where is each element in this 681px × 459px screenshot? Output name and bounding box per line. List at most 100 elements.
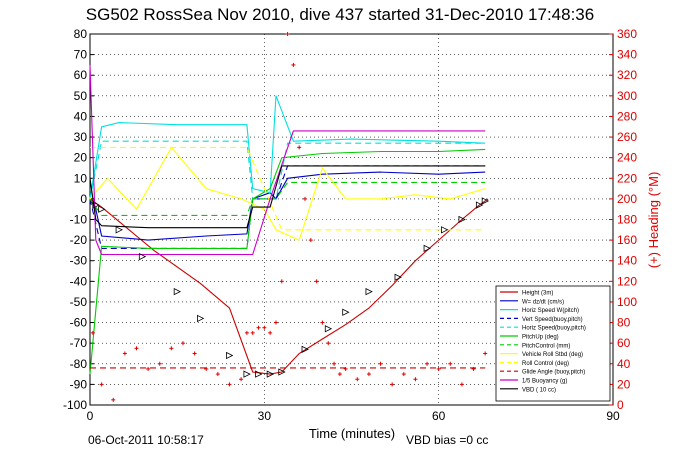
triangle-marker	[243, 370, 251, 378]
heading-point	[111, 397, 116, 402]
heading-point	[279, 279, 284, 284]
heading-point	[366, 372, 371, 377]
series-line-0	[89, 198, 489, 375]
heading-point	[483, 351, 488, 356]
triangle-marker	[92, 201, 100, 209]
left-tick-label: 50	[74, 89, 88, 103]
left-tick-label: 0	[80, 192, 87, 206]
legend-label: PitchUp (deg)	[522, 335, 559, 341]
triangle-marker	[226, 351, 234, 360]
series-line-6	[89, 181, 486, 216]
right-tick-label: 300	[617, 89, 637, 103]
heading-point	[273, 320, 278, 325]
heading-point	[337, 372, 342, 377]
right-axis-label: (+) Heading (°M)	[646, 172, 661, 269]
heading-point	[204, 366, 209, 371]
series-line-11	[89, 165, 486, 229]
legend-label: Roll Control (deg)	[522, 361, 569, 367]
heading-point	[401, 372, 406, 377]
right-tick-label: 120	[617, 274, 637, 288]
legend-label: W= dz/dt (cm/s)	[522, 299, 564, 305]
legend-label: Height (3m)	[522, 291, 553, 297]
right-tick-label: 140	[617, 254, 637, 268]
right-axis-ticks: 0 20 40 60 80 100 120 140 160 180 200 220 240 260 280 3…	[609, 27, 637, 412]
heading-point	[291, 62, 296, 67]
heading-point	[413, 377, 418, 382]
right-tick-label: 280	[617, 109, 637, 123]
right-tick-label: 40	[617, 357, 631, 371]
right-tick-label: 180	[617, 213, 637, 227]
footer-vbd-bias: VBD bias =0 cc	[406, 433, 488, 447]
left-tick-label: -10	[70, 213, 88, 227]
heading-point	[227, 382, 232, 387]
triangle-marker	[98, 205, 106, 213]
heading-point	[99, 382, 104, 387]
heading-point	[134, 346, 139, 351]
legend-label: Vert Speed(buoy,pitch)	[522, 317, 583, 323]
heading-point	[146, 366, 151, 371]
heading-point	[297, 145, 302, 150]
heading-point	[314, 279, 319, 284]
heading-point	[244, 330, 249, 335]
triangle-marker	[255, 370, 263, 378]
chart-title: SG502 RossSea Nov 2010, dive 437 started…	[86, 5, 594, 24]
series-line-2	[89, 95, 486, 199]
legend-label: 1/5 Buoyancy (g)	[522, 379, 567, 385]
x-axis-label: Time (minutes)	[309, 426, 395, 441]
left-tick-label: -70	[70, 336, 88, 350]
triangle-marker	[441, 226, 449, 234]
left-axis-ticks: -100-90-80-70-60-50-40-30-20-10010203040…	[63, 27, 94, 412]
heading-point	[215, 372, 220, 377]
series-line-1	[89, 171, 486, 241]
triangle-marker	[458, 215, 466, 224]
triangle-marker	[266, 370, 275, 378]
right-tick-label: 320	[617, 68, 637, 82]
left-tick-label: -80	[70, 357, 88, 371]
triangle-marker	[342, 308, 350, 316]
left-tick-label: -50	[70, 295, 88, 309]
left-tick-label: 10	[74, 171, 88, 185]
heading-point	[332, 361, 337, 366]
heading-point	[169, 346, 174, 351]
triangle-markers	[92, 197, 490, 378]
left-tick-label: 20	[74, 151, 88, 165]
triangle-marker	[197, 314, 205, 323]
right-tick-label: 360	[617, 27, 637, 41]
right-tick-label: 200	[617, 192, 637, 206]
heading-point	[343, 366, 348, 371]
left-tick-label: 60	[74, 68, 88, 82]
left-tick-label: -100	[63, 398, 87, 412]
legend-label: Horiz Speed(buoy,pitch)	[522, 326, 586, 332]
x-tick-label: 0	[87, 409, 94, 423]
right-tick-label: 20	[617, 377, 631, 391]
right-tick-label: 340	[617, 48, 637, 62]
series-line-5	[89, 148, 486, 375]
triangle-marker	[138, 252, 147, 261]
right-tick-label: 80	[617, 316, 631, 330]
legend-label: PitchControl (mm)	[522, 343, 570, 349]
legend-label: VBD ( 10 cc)	[522, 387, 556, 393]
heading-point	[378, 361, 383, 366]
heading-point	[320, 320, 325, 325]
legend: Height (3m) W= dz/dt (cm/s) Horiz Speed W(…	[495, 285, 611, 402]
legend-box	[495, 285, 611, 402]
triangle-marker	[324, 325, 333, 333]
series-line-8	[90, 146, 486, 231]
right-tick-label: 260	[617, 130, 637, 144]
series-group	[89, 64, 489, 375]
left-tick-label: 30	[74, 130, 88, 144]
x-axis-ticks: 0 30 60 90	[87, 409, 620, 423]
triangle-marker	[301, 345, 309, 353]
left-tick-label: -20	[70, 233, 88, 247]
heading-point	[355, 377, 360, 382]
heading-point	[268, 330, 273, 335]
left-tick-label: -30	[70, 254, 88, 268]
heading-scatter	[90, 32, 488, 402]
legend-label: Vehicle Roll Stbd (deg)	[522, 352, 583, 358]
heading-point	[157, 361, 162, 366]
heading-point	[471, 366, 476, 371]
right-tick-label: 220	[617, 171, 637, 185]
x-tick-label: 60	[432, 409, 446, 423]
